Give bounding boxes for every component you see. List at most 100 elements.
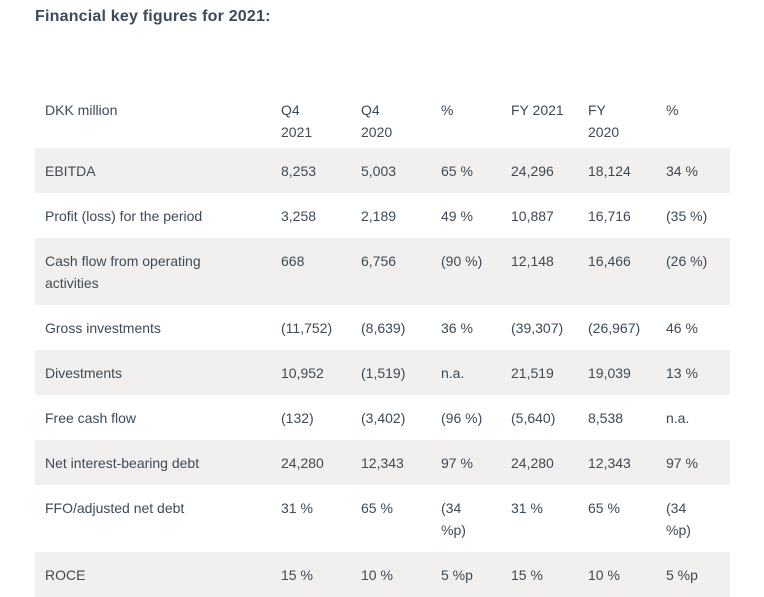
value-text: 65 %: [441, 163, 473, 179]
value-text: 10 %: [361, 567, 393, 583]
cell-value: n.a.: [441, 350, 511, 395]
cell-value: 19,039: [588, 350, 666, 395]
cell-value: 10 %: [588, 552, 666, 597]
cell-value: 24,280: [511, 440, 588, 485]
table-row-free-cash-flow: Free cash flow (132) (3,402) (96 %) (5,6…: [35, 395, 730, 440]
value-text: 31 %: [281, 500, 313, 516]
value-text: 24,280: [511, 455, 554, 471]
column-header-label: Q4 2020: [361, 102, 393, 140]
value-text: 12,343: [361, 455, 404, 471]
value-text: 8,253: [281, 163, 317, 179]
cell-value: 46 %: [666, 305, 730, 350]
column-header-label: FY 2021: [511, 102, 564, 118]
cell-value: (34 %p): [666, 485, 730, 552]
header-row: DKK million Q4 2021 Q4 2020 % FY 2021 FY…: [35, 89, 730, 148]
cell-value: 3,258: [281, 193, 361, 238]
value-text: 31 %: [511, 500, 543, 516]
cell-value: 49 %: [441, 193, 511, 238]
row-label: FFO/adjusted net debt: [45, 500, 185, 516]
value-text: 34 %: [666, 163, 698, 179]
cell-value: (11,752): [281, 305, 361, 350]
cell-value: (1,519): [361, 350, 441, 395]
column-header-percent-q4: %: [441, 89, 511, 148]
cell-value: (26,967): [588, 305, 666, 350]
cell-value: 12,343: [588, 440, 666, 485]
cell-value: (3,402): [361, 395, 441, 440]
cell-value: 15 %: [511, 552, 588, 597]
value-text: 3,258: [281, 208, 317, 224]
cell-value: 65 %: [588, 485, 666, 552]
cell-value: (132): [281, 395, 361, 440]
cell-value: 13 %: [666, 350, 730, 395]
value-text: (34 %p): [441, 500, 466, 538]
cell-value: 12,148: [511, 238, 588, 305]
cell-value: 15 %: [281, 552, 361, 597]
value-text: 8,538: [588, 410, 624, 426]
cell-value: (96 %): [441, 395, 511, 440]
cell-value: (34 %p): [441, 485, 511, 552]
cell-value: 31 %: [511, 485, 588, 552]
cell-value: 97 %: [666, 440, 730, 485]
cell-value: n.a.: [666, 395, 730, 440]
column-header-dkk-million: DKK million: [35, 89, 281, 148]
value-text: (26 %): [666, 253, 708, 269]
cell-value: 31 %: [281, 485, 361, 552]
page-title: Financial key figures for 2021:: [35, 8, 271, 25]
value-text: 13 %: [666, 365, 698, 381]
table-row-divestments: Divestments 10,952 (1,519) n.a. 21,519 1…: [35, 350, 730, 395]
cell-value: 65 %: [441, 148, 511, 193]
cell-value: 12,343: [361, 440, 441, 485]
value-text: (132): [281, 410, 314, 426]
value-text: (8,639): [361, 320, 406, 336]
column-header-label: %: [441, 102, 454, 118]
value-text: 668: [281, 253, 305, 269]
value-text: 10 %: [588, 567, 620, 583]
column-header-fy-2021: FY 2021: [511, 89, 588, 148]
table-row-ebitda: EBITDA 8,253 5,003 65 % 24,296 18,124 34…: [35, 148, 730, 193]
value-text: 65 %: [361, 500, 393, 516]
row-label: Gross investments: [45, 320, 161, 336]
value-text: 65 %: [588, 500, 620, 516]
value-text: 10,887: [511, 208, 554, 224]
table-row-cash-flow-operating: Cash flow from operating activities 668 …: [35, 238, 730, 305]
column-header-label: DKK million: [45, 102, 118, 118]
cell-value: (8,639): [361, 305, 441, 350]
column-header-q4-2021: Q4 2021: [281, 89, 361, 148]
column-header-label: Q4 2021: [281, 102, 313, 140]
value-text: 12,343: [588, 455, 631, 471]
value-text: (39,307): [511, 320, 564, 336]
row-label: Divestments: [45, 365, 123, 381]
cell-value: 10,887: [511, 193, 588, 238]
cell-value: 6,756: [361, 238, 441, 305]
cell-value: (39,307): [511, 305, 588, 350]
table-header: DKK million Q4 2021 Q4 2020 % FY 2021 FY…: [35, 89, 730, 148]
cell-value: 21,519: [511, 350, 588, 395]
value-text: 97 %: [666, 455, 698, 471]
table-row-gross-investments: Gross investments (11,752) (8,639) 36 % …: [35, 305, 730, 350]
table-row-ffo-adjusted-net-debt: FFO/adjusted net debt 31 % 65 % (34 %p) …: [35, 485, 730, 552]
value-text: 46 %: [666, 320, 698, 336]
value-text: 10,952: [281, 365, 324, 381]
table-body: EBITDA 8,253 5,003 65 % 24,296 18,124 34…: [35, 148, 730, 597]
value-text: 2,189: [361, 208, 397, 224]
table-row-roce: ROCE 15 % 10 % 5 %p 15 % 10 % 5 %p: [35, 552, 730, 597]
value-text: n.a.: [441, 365, 465, 381]
cell-value: (90 %): [441, 238, 511, 305]
value-text: 24,280: [281, 455, 324, 471]
cell-value: (5,640): [511, 395, 588, 440]
cell-value: 8,253: [281, 148, 361, 193]
cell-value: 16,716: [588, 193, 666, 238]
column-header-label: %: [666, 102, 679, 118]
value-text: (26,967): [588, 320, 641, 336]
value-text: 21,519: [511, 365, 554, 381]
value-text: 5,003: [361, 163, 397, 179]
cell-value: 24,280: [281, 440, 361, 485]
cell-value: 16,466: [588, 238, 666, 305]
cell-value: 668: [281, 238, 361, 305]
table-row-net-interest-bearing-debt: Net interest-bearing debt 24,280 12,343 …: [35, 440, 730, 485]
cell-value: 5,003: [361, 148, 441, 193]
row-label: EBITDA: [45, 163, 96, 179]
cell-value: (35 %): [666, 193, 730, 238]
cell-value: 97 %: [441, 440, 511, 485]
